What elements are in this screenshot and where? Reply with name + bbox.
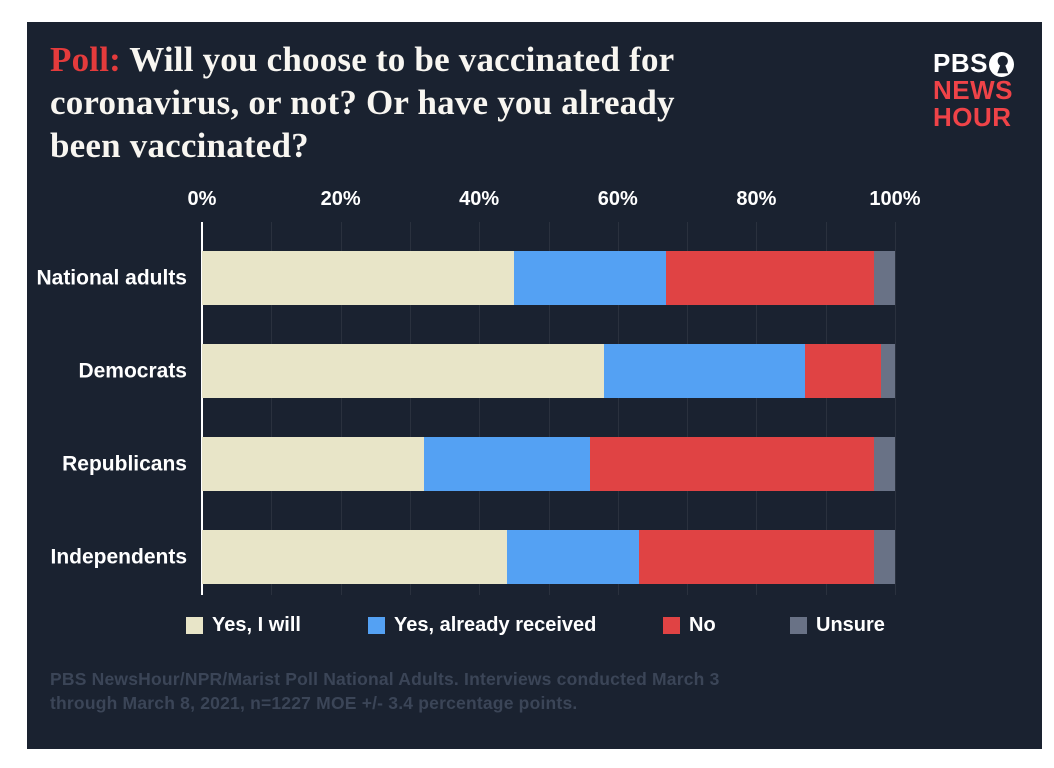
bar-segment: [874, 530, 895, 584]
gridline: [340, 222, 342, 595]
bar-segment: [202, 251, 514, 305]
x-axis-tick-label: 100%: [869, 188, 921, 210]
bar-segment: [202, 344, 604, 398]
news-logo-text: NEWS: [933, 75, 1013, 105]
gridline: [548, 222, 550, 595]
legend-swatch: [186, 617, 203, 634]
gridline: [687, 222, 689, 595]
legend-label: Unsure: [816, 614, 885, 636]
poll-title: Poll: Will you choose to be vaccinated f…: [50, 38, 750, 167]
bar-segment: [603, 344, 805, 398]
x-axis-labels: 0% 20% 40% 60% 80% 100%: [188, 188, 921, 212]
x-axis-tick-label: 0%: [187, 188, 217, 210]
source-note: PBS NewsHour/NPR/Marist Poll National Ad…: [50, 667, 810, 715]
source-note-line-1: PBS NewsHour/NPR/Marist Poll National Ad…: [50, 669, 720, 689]
gridline: [825, 222, 827, 595]
x-axis-tick-label: 40%: [459, 188, 500, 210]
x-axis-tick-label: 80%: [736, 188, 777, 210]
gridline: [409, 222, 411, 595]
x-axis-tick-label: 60%: [597, 188, 638, 210]
legend-swatch: [368, 617, 385, 634]
gridline: [617, 222, 619, 595]
legend-swatch: [663, 617, 680, 634]
poll-title-prefix: Poll:: [50, 40, 121, 79]
legend-item: Unsure: [790, 614, 885, 637]
bar-segment: [804, 344, 882, 398]
bar-segment: [513, 251, 667, 305]
bar-segment: [202, 437, 424, 491]
category-label: National adults: [36, 266, 187, 290]
stacked-bar: [202, 437, 895, 491]
legend-item: Yes, I will: [186, 614, 301, 637]
bar-segment: [638, 530, 875, 584]
stacked-bar: [202, 251, 895, 305]
stacked-bar: [202, 530, 895, 584]
plot-area: National adults Democrats Republicans Indep…: [36, 222, 896, 595]
legend-item: No: [663, 614, 716, 637]
bar-segment: [506, 530, 639, 584]
stacked-bar: [202, 344, 895, 398]
bar-segment: [202, 530, 507, 584]
legend-label: Yes, already received: [394, 614, 597, 636]
pbs-face-icon: [988, 51, 1014, 77]
pbs-newshour-logo: PBS NEWS HOUR: [933, 50, 1014, 131]
bar-segment: [874, 251, 895, 305]
category-label: Democrats: [78, 359, 187, 383]
gridline: [479, 222, 481, 595]
hour-logo-text: HOUR: [933, 102, 1012, 132]
legend-label: Yes, I will: [212, 614, 301, 636]
bar-segment: [666, 251, 875, 305]
source-note-line-2: through March 8, 2021, n=1227 MOE +/- 3.…: [50, 693, 578, 713]
y-axis-line: [201, 222, 203, 595]
gridline: [756, 222, 758, 595]
bar-segment: [423, 437, 591, 491]
legend-item: Yes, already received: [368, 614, 596, 637]
pbs-logo-line: PBS: [933, 50, 1014, 77]
poll-title-text: Will you choose to be vaccinated for cor…: [50, 40, 675, 165]
bar-segment: [881, 344, 895, 398]
legend-label: No: [689, 614, 716, 636]
chart-card: Poll: Will you choose to be vaccinated f…: [27, 22, 1042, 749]
legend-swatch: [790, 617, 807, 634]
gridline: [271, 222, 273, 595]
pbs-logo-text: PBS: [933, 48, 988, 78]
bar-segment: [590, 437, 875, 491]
legend: Yes, I will Yes, already received No Unsure: [27, 614, 1042, 644]
gridline: [895, 222, 896, 595]
bar-segment: [874, 437, 895, 491]
x-axis-tick-label: 20%: [320, 188, 361, 210]
category-label: Independents: [50, 545, 187, 569]
category-label: Republicans: [62, 452, 187, 476]
